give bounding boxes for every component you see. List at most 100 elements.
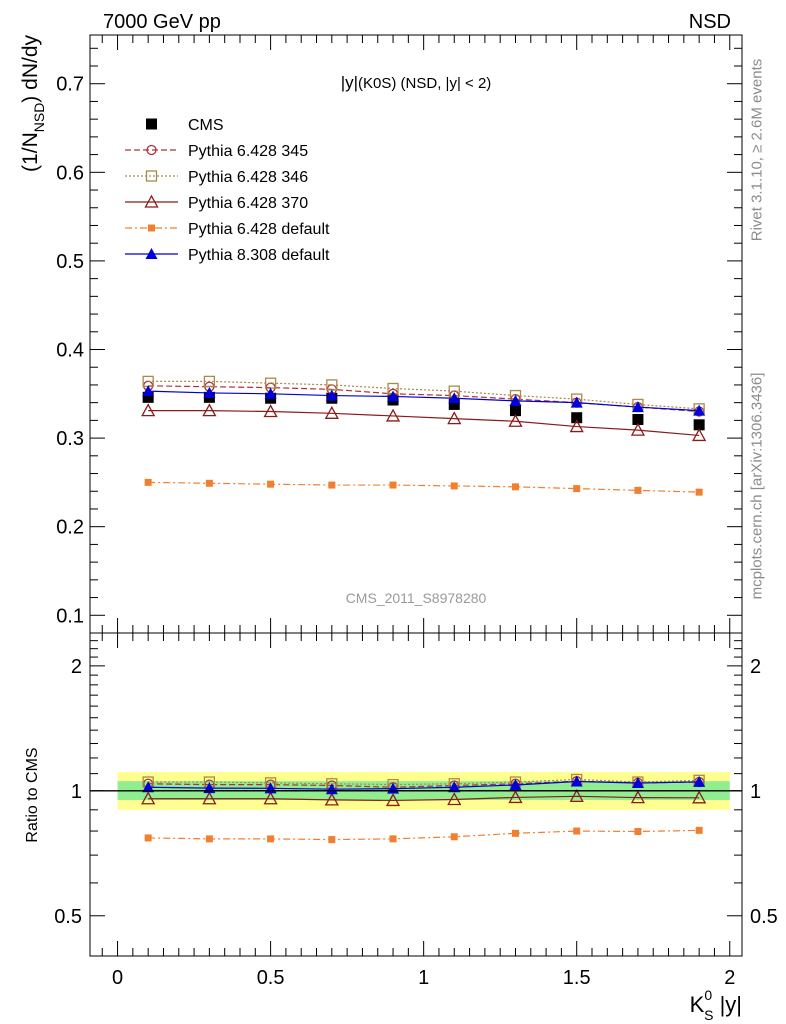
upper-marker-5-7: [570, 396, 583, 408]
upper-y-axis-label: (1/NNSD) dN/dy: [19, 35, 47, 172]
ratio-marker-4-1: [205, 835, 213, 843]
upper-marker-2-1: [203, 375, 216, 388]
ratio-y-tick-label: 0.5: [54, 906, 82, 928]
ratio-line-5: [148, 780, 700, 790]
ratio-marker-5-8: [631, 777, 644, 789]
ratio-line-3: [148, 795, 700, 802]
legend-marker-3-0: [144, 194, 159, 208]
ratio-line-4: [148, 829, 700, 841]
x-tick-label: 1: [418, 967, 429, 989]
upper-marker-4-0: [144, 478, 152, 486]
header-right: NSD: [689, 11, 731, 33]
upper-line-1: [148, 385, 700, 413]
y-tick-label: 0.7: [56, 74, 84, 96]
y-tick-label: 0.3: [56, 428, 84, 450]
upper-marker-0-6: [509, 405, 521, 417]
upper-marker-5-0: [142, 385, 155, 397]
ratio-y-axis-label: Ratio to CMS: [24, 747, 41, 842]
upper-marker-3-2: [263, 404, 278, 418]
chart-title-sub: (K0S) (NSD, |y| < 2): [358, 75, 491, 92]
y-tick-label: 0.4: [56, 340, 84, 362]
upper-marker-3-1: [202, 403, 217, 417]
x-axis-label: K0 S |y|: [690, 987, 742, 1023]
ratio-marker-5-5: [448, 781, 461, 793]
legend-label-3: Pythia 6.428 370: [188, 195, 308, 212]
ratio-marker-3-3: [324, 792, 339, 806]
ratio-y-tick-label: 1: [71, 781, 82, 803]
ratio-marker-3-7: [569, 788, 584, 802]
upper-marker-3-3: [324, 405, 339, 419]
upper-y-axis-ticks: 0.1 0.2 0.3 0.4 0.5 0.6 0.7: [56, 35, 742, 956]
ratio-y-tick-label-right: 2: [750, 656, 761, 678]
upper-marker-4-7: [573, 485, 581, 493]
x-tick-label: 2: [724, 967, 735, 989]
upper-marker-0-7: [571, 412, 583, 424]
ratio-marker-4-8: [634, 827, 642, 835]
ratio-marker-3-6: [508, 790, 523, 804]
x-axis-label-sub: S: [704, 1007, 713, 1023]
ratio-panel-frame: [89, 632, 743, 957]
chart-title-main: |y|: [341, 73, 358, 92]
ratio-marker-3-4: [385, 793, 401, 807]
ratio-marker-3-8: [630, 790, 646, 804]
legend-label-0: CMS: [188, 117, 224, 134]
upper-marker-3-8: [630, 422, 646, 436]
upper-marker-4-5: [450, 482, 458, 490]
legend-marker-1-0: [146, 144, 157, 156]
upper-marker-5-5: [448, 392, 461, 404]
upper-marker-5-4: [387, 390, 400, 402]
upper-marker-4-6: [511, 483, 519, 491]
ratio-marker-4-3: [328, 836, 336, 844]
upper-line-5: [148, 390, 700, 412]
ratio-marker-4-9: [695, 826, 703, 834]
analysis-watermark: CMS_2011_S8978280: [346, 590, 487, 606]
ratio-marker-3-0: [141, 791, 156, 805]
x-tick-label: 1.5: [563, 967, 591, 989]
upper-marker-0-8: [632, 413, 644, 425]
upper-marker-5-1: [203, 386, 216, 398]
upper-marker-4-1: [205, 479, 213, 487]
upper-marker-4-2: [267, 480, 275, 488]
ratio-marker-4-7: [573, 827, 581, 835]
x-tick-label: 0.5: [257, 967, 285, 989]
legend-label-4: Pythia 6.428 default: [188, 221, 330, 238]
upper-marker-3-9: [692, 428, 707, 442]
legend-label-2: Pythia 6.428 346: [188, 169, 308, 186]
upper-marker-3-7: [569, 419, 584, 433]
rivet-version-label: Rivet 3.1.10, ≥ 2.6M events: [748, 58, 766, 242]
upper-marker-5-9: [693, 404, 706, 416]
upper-marker-5-3: [325, 389, 338, 401]
ratio-axis-ticks: 0.5 0.5 1 1 2 2 0 0.5 1 1.5 2: [54, 632, 778, 989]
x-axis-label-sup: 0: [704, 987, 712, 1003]
mcplots-label: mcplots.cern.ch [arXiv:1306.3436]: [748, 372, 766, 600]
ratio-marker-5-7: [570, 775, 583, 787]
ratio-marker-4-5: [450, 833, 458, 841]
legend-label-1: Pythia 6.428 345: [188, 143, 308, 160]
ratio-marker-5-9: [693, 775, 706, 787]
upper-marker-3-4: [385, 408, 401, 422]
upper-line-3: [148, 410, 700, 437]
upper-line-4: [148, 481, 700, 493]
legend-marker-4-0: [148, 224, 155, 232]
upper-marker-3-5: [447, 411, 462, 425]
upper-marker-0-9: [693, 419, 705, 431]
y-tick-label: 0.5: [56, 251, 84, 273]
ratio-marker-5-0: [142, 781, 155, 793]
ratio-marker-4-4: [389, 835, 397, 843]
legend-marker-2-0: [145, 170, 158, 182]
x-axis-label-main: K: [690, 992, 705, 1017]
ratio-marker-3-9: [692, 790, 707, 804]
upper-y-axis-label-sub: NSD: [31, 103, 47, 133]
upper-marker-4-3: [328, 481, 336, 489]
upper-marker-0-0: [142, 391, 154, 403]
ratio-y-tick-label-right: 1: [750, 781, 761, 803]
legend-marker-0-0: [146, 118, 157, 130]
ratio-marker-5-6: [509, 778, 522, 790]
upper-marker-0-5: [448, 398, 460, 410]
upper-y-axis-label-post: ) dN/dy: [19, 35, 42, 103]
ratio-y-tick-label-right: 0.5: [750, 906, 778, 928]
legend-label-5: Pythia 8.308 default: [188, 247, 330, 264]
chart-title: |y|(K0S) (NSD, |y| < 2): [341, 73, 492, 92]
y-tick-label: 0.1: [56, 605, 84, 627]
